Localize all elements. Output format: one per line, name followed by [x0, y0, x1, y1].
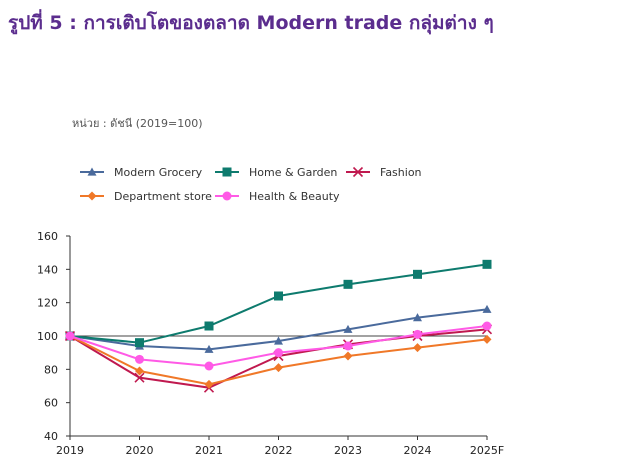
legend-marker-health-beauty	[222, 191, 232, 201]
data-point-department-store	[135, 366, 144, 376]
data-point-fashion	[134, 372, 145, 383]
legend-marker-department-store	[87, 191, 97, 201]
legend-label-home-garden: Home & Garden	[249, 166, 337, 179]
data-point-health-beauty	[274, 348, 283, 358]
page-title: รูปที่ 5 : การเติบโตของตลาด Modern trade…	[8, 12, 494, 34]
data-point-fashion-stroke	[134, 372, 145, 383]
y-tick-label: 40	[44, 430, 58, 443]
data-point-modern-grocery	[274, 336, 283, 345]
data-point-health-beauty	[482, 321, 492, 331]
data-point-health-beauty	[413, 329, 422, 339]
data-point-modern-grocery	[482, 304, 492, 313]
data-point-home-garden	[482, 259, 492, 269]
legend-label-department-store: Department store	[114, 190, 212, 203]
y-tick-label: 60	[44, 397, 58, 410]
data-point-home-garden	[413, 269, 422, 279]
y-tick-label: 160	[37, 230, 58, 243]
legend-label-fashion: Fashion	[380, 166, 422, 179]
y-tick-label: 120	[37, 297, 58, 310]
data-point-health-beauty	[135, 354, 144, 364]
legend-label-modern-grocery: Modern Grocery	[114, 166, 203, 179]
data-point-health-beauty	[343, 341, 353, 351]
x-tick-label: 2023	[334, 444, 362, 457]
data-point-home-garden	[135, 338, 144, 348]
legend-marker-home-garden	[222, 167, 232, 177]
data-point-modern-grocery	[343, 324, 353, 333]
data-point-department-store	[482, 334, 492, 344]
legend-label-health-beauty: Health & Beauty	[249, 190, 340, 203]
data-point-home-garden	[204, 321, 214, 331]
data-point-modern-grocery	[413, 313, 422, 322]
x-tick-label: 2020	[126, 444, 154, 457]
x-tick-label: 2025F	[470, 444, 504, 457]
x-tick-label: 2019	[56, 444, 84, 457]
data-point-home-garden	[274, 291, 283, 301]
x-tick-label: 2024	[404, 444, 432, 457]
y-tick-label: 100	[37, 330, 58, 343]
series-line-home-garden	[69, 263, 488, 344]
data-point-health-beauty	[65, 331, 75, 341]
data-point-department-store	[413, 343, 422, 353]
data-point-health-beauty	[204, 361, 214, 371]
legend-marker-fashion	[352, 166, 364, 178]
x-tick-label: 2022	[265, 444, 293, 457]
y-tick-label: 80	[44, 363, 58, 376]
data-point-department-store	[343, 351, 353, 361]
data-point-home-garden	[343, 279, 353, 289]
x-tick-label: 2021	[195, 444, 223, 457]
data-point-modern-grocery	[204, 344, 214, 353]
legend-marker-fashion-stroke	[352, 166, 364, 178]
unit-note: หน่วย : ดัชนี (2019=100)	[72, 117, 203, 130]
data-point-department-store	[274, 363, 283, 373]
data-point-department-store	[204, 379, 214, 389]
y-tick-label: 140	[37, 263, 58, 276]
legend-marker-modern-grocery	[87, 167, 97, 176]
